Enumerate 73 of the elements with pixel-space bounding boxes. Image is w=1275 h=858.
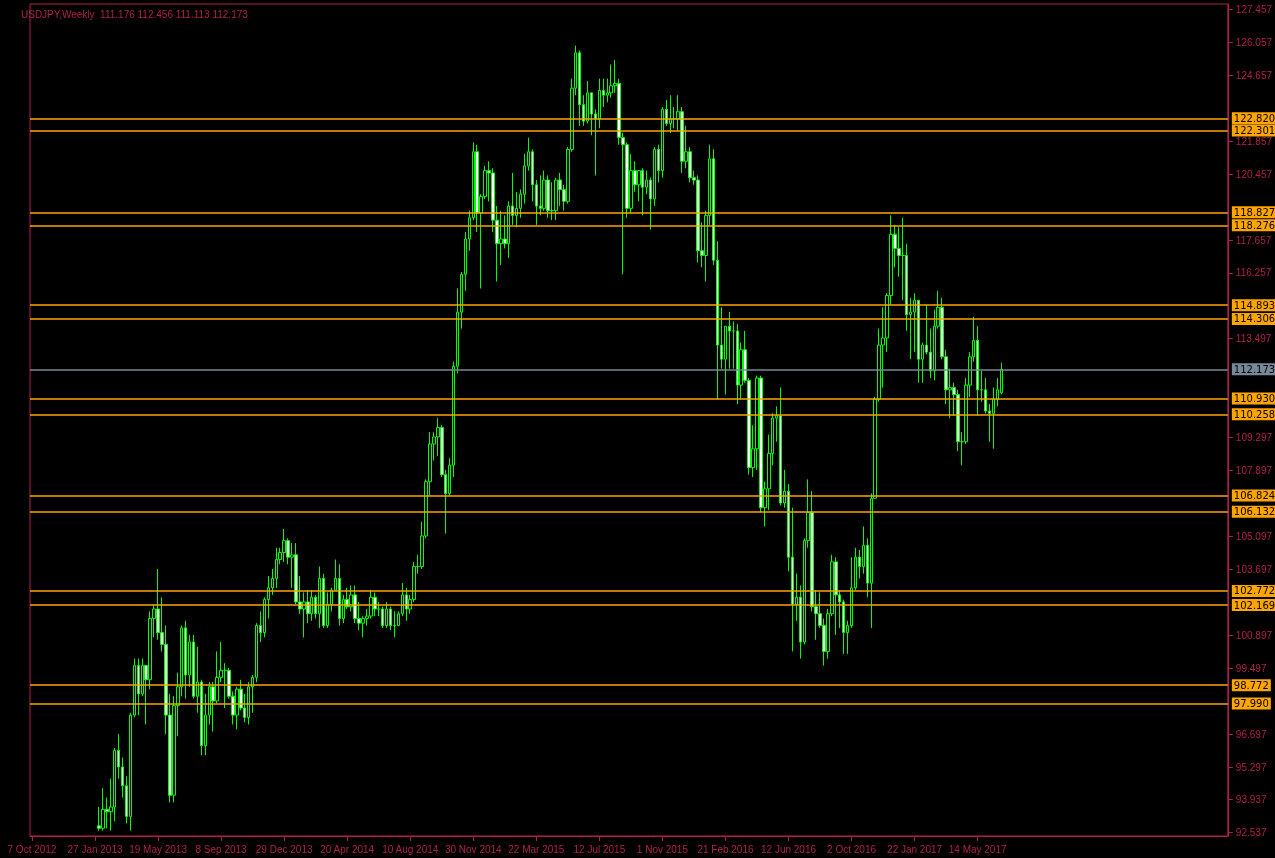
ref-line-label: 114.893 — [1233, 299, 1275, 311]
y-tick-label: 103.697 — [1235, 563, 1273, 575]
y-tick-label: 117.657 — [1235, 234, 1272, 246]
x-tick-label: 14 May 2017 — [948, 843, 1007, 855]
ref-line-label: 102.169 — [1233, 599, 1275, 611]
ref-line-label: 118.827 — [1233, 206, 1275, 218]
candlestick — [137, 658, 140, 716]
candlestick — [546, 174, 550, 219]
ref-line-label: 106.824 — [1233, 489, 1275, 501]
ref-line-label: 106.132 — [1233, 506, 1275, 518]
candlestick — [184, 620, 187, 700]
x-tick-label: 7 Oct 2012 — [7, 843, 57, 855]
candlestick — [318, 566, 321, 629]
candlestick — [609, 64, 613, 99]
ref-line-label: 102.772 — [1233, 585, 1275, 597]
ref-line-label: 122.301 — [1233, 125, 1275, 137]
ref-line-label: 98.772 — [1233, 679, 1269, 691]
candlestick — [393, 610, 396, 638]
y-tick-label: 100.897 — [1235, 629, 1273, 641]
candlestick — [736, 323, 739, 405]
candlestick — [101, 787, 105, 832]
candlestick — [338, 563, 341, 627]
y-tick-label: 113.497 — [1235, 332, 1272, 344]
ref-line-label: 112.173 — [1233, 363, 1275, 375]
x-tick-label: 12 Jul 2015 — [573, 843, 626, 855]
ref-line-label: 122.820 — [1233, 112, 1275, 124]
x-tick-label: 19 May 2013 — [129, 843, 188, 855]
x-tick-label: 12 Jun 2016 — [760, 843, 817, 855]
candlestick — [578, 49, 581, 127]
ref-line-label: 114.306 — [1233, 313, 1275, 325]
x-tick-label: 22 Jan 2017 — [887, 843, 943, 855]
candlestick — [641, 167, 644, 216]
y-tick-label: 116.257 — [1235, 267, 1272, 279]
y-tick-label: 105.097 — [1235, 530, 1273, 542]
y-tick-label: 96.697 — [1235, 728, 1267, 740]
y-tick-label: 107.897 — [1235, 464, 1273, 476]
y-tick-label: 127.457 — [1235, 3, 1273, 15]
candlestick — [696, 174, 700, 264]
candlestick — [554, 177, 558, 221]
x-tick-label: 22 Mar 2015 — [508, 843, 565, 855]
y-tick-label: 93.937 — [1235, 793, 1267, 805]
y-tick-label: 99.497 — [1235, 662, 1267, 674]
candlestick — [405, 587, 408, 622]
candlestick — [310, 589, 313, 622]
candlestick — [389, 606, 392, 631]
x-tick-label: 21 Feb 2016 — [697, 843, 754, 855]
x-tick-label: 27 Jan 2013 — [67, 843, 123, 855]
chart-title: USDJPY,Weekly 111.176 112.456 111.113 112.173 — [21, 8, 249, 20]
ref-line-label: 110.930 — [1233, 393, 1275, 405]
y-tick-label: 121.857 — [1235, 135, 1273, 147]
y-tick-label: 95.297 — [1235, 761, 1267, 773]
y-tick-label: 92.537 — [1235, 826, 1267, 838]
x-tick-label: 30 Nov 2014 — [444, 843, 503, 855]
x-tick-label: 8 Sep 2013 — [195, 843, 248, 855]
y-tick-label: 120.457 — [1235, 168, 1273, 180]
ref-line-label: 97.990 — [1233, 698, 1269, 710]
candlestick — [282, 528, 286, 563]
x-tick-label: 29 Dec 2013 — [255, 843, 313, 855]
y-tick-label: 124.657 — [1235, 69, 1273, 81]
candlestick — [779, 386, 782, 506]
candlestick — [385, 601, 388, 629]
candlestick — [834, 556, 838, 636]
ref-line-label: 118.276 — [1233, 219, 1275, 231]
y-tick-label: 109.297 — [1235, 431, 1273, 443]
x-tick-label: 10 Aug 2014 — [382, 843, 439, 855]
y-tick-label: 126.057 — [1235, 36, 1273, 48]
ref-line-label: 110.258 — [1233, 408, 1275, 420]
x-tick-label: 20 Apr 2014 — [320, 843, 375, 855]
candlestick — [381, 606, 384, 629]
candlestick — [992, 386, 995, 450]
candlestick — [669, 94, 672, 134]
x-tick-label: 1 Nov 2015 — [636, 843, 689, 855]
x-tick-label: 2 Oct 2016 — [827, 843, 877, 855]
